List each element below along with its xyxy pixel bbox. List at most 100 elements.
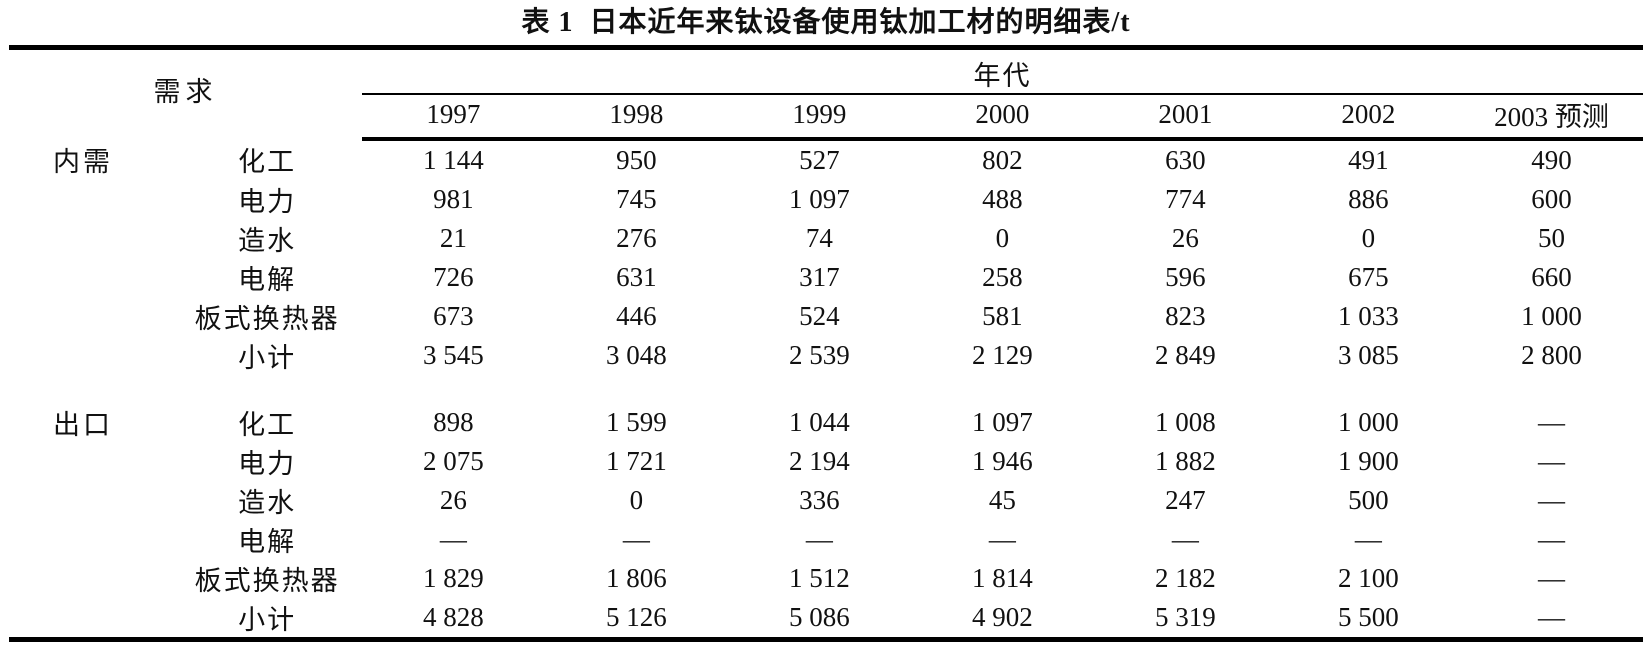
- value-cell: 26: [1171, 223, 1199, 253]
- table-title: 表 1 日本近年来钛设备使用钛加工材的明细表/t: [521, 7, 1131, 38]
- group-label: [9, 336, 172, 375]
- value-cell: 0: [995, 223, 1010, 253]
- category-label: 造水: [238, 226, 297, 256]
- value-cell: 446: [616, 301, 657, 331]
- category-label: 造水: [238, 488, 297, 518]
- group-label: [9, 219, 172, 258]
- group-label: 出口: [53, 410, 113, 440]
- value-cell: —: [1537, 602, 1565, 632]
- value-cell: 3 545: [423, 340, 484, 370]
- value-cell: 1 097: [789, 184, 850, 214]
- value-cell: —: [439, 524, 467, 554]
- table-row: 造水 21 276 74 0 26 0 50: [9, 219, 1643, 258]
- value-cell: 1 044: [789, 407, 850, 437]
- value-cell: 2 849: [1155, 340, 1216, 370]
- era-header-cell: 年代: [361, 47, 1643, 95]
- value-cell: 2 182: [1155, 563, 1216, 593]
- value-cell: —: [1354, 524, 1382, 554]
- value-cell: 950: [616, 145, 657, 175]
- group-label: [9, 520, 172, 559]
- value-cell: 1 946: [972, 446, 1033, 476]
- group-label: [9, 297, 172, 336]
- value-cell: 2 194: [789, 446, 850, 476]
- value-cell: 2 100: [1338, 563, 1399, 593]
- value-cell: 1 008: [1155, 407, 1216, 437]
- value-cell: 1 721: [606, 446, 667, 476]
- group-label: [9, 559, 172, 598]
- value-cell: —: [988, 524, 1016, 554]
- year-header-cell: 2001: [1093, 94, 1277, 141]
- value-cell: 675: [1348, 262, 1389, 292]
- table-row: 电力 981 745 1 097 488 774 886 600: [9, 180, 1643, 219]
- table-row: 小计 4 828 5 126 5 086 4 902 5 319 5 500 —: [9, 598, 1643, 640]
- table-row: 板式换热器 1 829 1 806 1 512 1 814 2 182 2 100 —: [9, 559, 1643, 598]
- value-cell: 527: [799, 145, 840, 175]
- value-cell: 74: [805, 223, 833, 253]
- value-cell: 823: [1165, 301, 1206, 331]
- value-cell: —: [805, 524, 833, 554]
- value-cell: 1 000: [1338, 407, 1399, 437]
- value-cell: 1 806: [606, 563, 667, 593]
- value-cell: 0: [629, 485, 644, 515]
- value-cell: 898: [433, 407, 474, 437]
- value-cell: 276: [616, 223, 657, 253]
- category-label: 小计: [238, 605, 297, 635]
- value-cell: 0: [1361, 223, 1376, 253]
- value-cell: 3 085: [1338, 340, 1399, 370]
- value-cell: 802: [982, 145, 1023, 175]
- value-cell: 1 033: [1338, 301, 1399, 331]
- value-cell: 673: [433, 301, 474, 331]
- table-row: 造水 26 0 336 45 247 500 —: [9, 481, 1643, 520]
- category-label: 板式换热器: [194, 304, 340, 334]
- value-cell: 247: [1165, 485, 1206, 515]
- value-cell: 2 800: [1521, 340, 1582, 370]
- table-row: 小计 3 545 3 048 2 539 2 129 2 849 3 085 2 800: [9, 336, 1643, 375]
- value-cell: 490: [1531, 145, 1572, 175]
- value-cell: 596: [1165, 262, 1206, 292]
- category-label: 电力: [238, 449, 297, 479]
- value-cell: 336: [799, 485, 840, 515]
- header-row-era: 需求 年代: [9, 47, 1643, 107]
- table-row: 出口 化工 898 1 599 1 044 1 097 1 008 1 000 —: [9, 375, 1643, 442]
- value-cell: 1 814: [972, 563, 1033, 593]
- value-cell: 45: [988, 485, 1016, 515]
- value-cell: 5 086: [789, 602, 850, 632]
- value-cell: 774: [1165, 184, 1206, 214]
- value-cell: 1 144: [423, 145, 484, 175]
- year-header-cell: 1998: [544, 94, 728, 141]
- value-cell: 1 900: [1338, 446, 1399, 476]
- value-cell: 491: [1348, 145, 1389, 175]
- table-row: 电解 726 631 317 258 596 675 660: [9, 258, 1643, 297]
- value-cell: —: [1171, 524, 1199, 554]
- value-cell: 50: [1537, 223, 1565, 253]
- year-header-cell: 1997: [361, 94, 545, 141]
- value-cell: 1 882: [1155, 446, 1216, 476]
- category-label: 板式换热器: [194, 566, 340, 596]
- value-cell: 660: [1531, 262, 1572, 292]
- value-cell: 26: [439, 485, 467, 515]
- value-cell: 1 000: [1521, 301, 1582, 331]
- value-cell: 600: [1531, 184, 1572, 214]
- category-label: 电解: [238, 265, 297, 295]
- value-cell: —: [1537, 485, 1565, 515]
- value-cell: 631: [616, 262, 657, 292]
- value-cell: 1 512: [789, 563, 850, 593]
- value-cell: 745: [616, 184, 657, 214]
- value-cell: 1 097: [972, 407, 1033, 437]
- value-cell: 2 075: [423, 446, 484, 476]
- table-header: 需求 年代 1997 1998 1999 2000 2001 2002 2003…: [9, 47, 1643, 141]
- group-label: [9, 481, 172, 520]
- table-row: 电解 — — — — — — —: [9, 520, 1643, 559]
- year-header-cell: 1999: [727, 94, 911, 141]
- category-label: 化工: [238, 410, 297, 440]
- value-cell: 3 048: [606, 340, 667, 370]
- category-label: 小计: [238, 343, 297, 373]
- value-cell: —: [1537, 446, 1565, 476]
- year-header-cell: 2002: [1276, 94, 1460, 141]
- group-label: [9, 442, 172, 481]
- value-cell: —: [1537, 563, 1565, 593]
- value-cell: 4 828: [423, 602, 484, 632]
- demand-header-cell: 需求: [153, 77, 218, 107]
- value-cell: 1 829: [423, 563, 484, 593]
- value-cell: —: [1537, 524, 1565, 554]
